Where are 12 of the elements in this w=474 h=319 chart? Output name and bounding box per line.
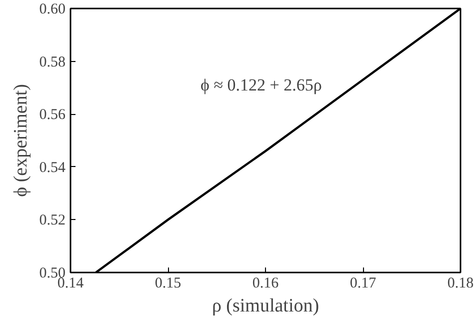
x-tick-label: 0.18 <box>447 276 474 292</box>
y-tick-label: 0.60 <box>39 2 66 18</box>
x-tick-label: 0.15 <box>154 276 182 292</box>
y-tick-label: 0.56 <box>39 107 66 124</box>
y-tick-label: 0.52 <box>39 212 66 229</box>
annotation: ϕ ≈ 0.122 + 2.65ρ <box>200 76 322 94</box>
x-axis-title: ρ (simulation) <box>212 296 320 316</box>
y-tick-label: 0.54 <box>39 160 66 176</box>
x-tick-label: 0.16 <box>252 276 280 292</box>
x-tick-label: 0.17 <box>350 276 377 292</box>
y-axis-title: ϕ (experiment) <box>10 84 32 197</box>
y-tick-label: 0.58 <box>39 54 66 70</box>
